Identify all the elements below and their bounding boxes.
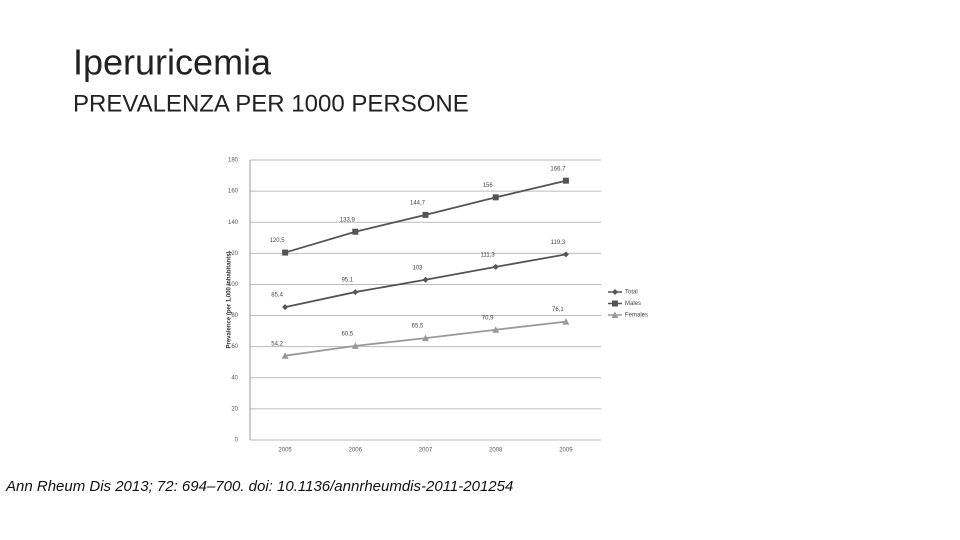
x-tick-label: 2007 bbox=[419, 448, 433, 454]
data-label: 133,9 bbox=[340, 217, 356, 223]
data-label: 70,9 bbox=[482, 315, 494, 321]
data-point bbox=[492, 263, 499, 270]
y-tick-label: 0 bbox=[235, 438, 239, 444]
legend-label: Females bbox=[625, 313, 648, 319]
y-tick-label: 20 bbox=[231, 406, 238, 412]
source-citation: Ann Rheum Dis 2013; 72: 694–700. doi: 10… bbox=[5, 478, 513, 495]
data-label: 95,1 bbox=[341, 278, 353, 284]
data-label: 119,3 bbox=[551, 240, 566, 246]
legend-label: Males bbox=[625, 301, 641, 307]
data-point bbox=[352, 228, 359, 235]
data-point bbox=[562, 177, 569, 184]
legend-marker bbox=[611, 311, 619, 318]
legend-marker bbox=[612, 289, 618, 295]
y-tick-label: 80 bbox=[231, 313, 238, 319]
data-label: 60,5 bbox=[341, 331, 353, 337]
y-tick-label: 120 bbox=[228, 251, 239, 257]
data-label: 54,2 bbox=[271, 341, 283, 347]
data-point bbox=[492, 194, 499, 201]
data-label: 144,7 bbox=[410, 200, 426, 206]
data-point bbox=[422, 276, 429, 283]
y-tick-label: 100 bbox=[228, 282, 239, 288]
slide-title: Iperuricemia bbox=[73, 42, 272, 83]
y-tick-label: 40 bbox=[231, 375, 238, 381]
data-point bbox=[282, 304, 289, 311]
data-point bbox=[422, 334, 429, 342]
x-tick-label: 2008 bbox=[489, 448, 503, 454]
x-tick-label: 2009 bbox=[559, 448, 573, 454]
data-point bbox=[422, 211, 429, 218]
data-label: 65,5 bbox=[412, 324, 424, 330]
data-point bbox=[282, 249, 289, 256]
data-label: 76,1 bbox=[552, 307, 564, 313]
data-point bbox=[562, 251, 569, 258]
data-point bbox=[352, 289, 359, 296]
data-point bbox=[281, 352, 289, 359]
x-tick-label: 2006 bbox=[349, 448, 363, 454]
legend-marker bbox=[612, 300, 618, 307]
data-point bbox=[562, 318, 570, 325]
legend-label: Total bbox=[625, 290, 638, 296]
data-label: 85,4 bbox=[271, 293, 283, 299]
data-point bbox=[492, 326, 500, 333]
data-label: 156 bbox=[483, 183, 494, 189]
x-tick-label: 2005 bbox=[278, 448, 292, 454]
y-tick-label: 160 bbox=[228, 189, 239, 195]
data-label: 103 bbox=[412, 265, 423, 271]
slide-subtitle: PREVALENZA PER 1000 PERSONE bbox=[73, 90, 469, 117]
data-point bbox=[351, 342, 359, 349]
y-tick-label: 180 bbox=[228, 158, 239, 164]
y-tick-label: 140 bbox=[228, 220, 239, 226]
data-label: 111,3 bbox=[481, 252, 496, 258]
y-axis-label: Prevalence (per 1,000 inhabitants) bbox=[227, 251, 233, 348]
y-tick-label: 60 bbox=[231, 344, 238, 350]
data-label: 120,5 bbox=[270, 238, 286, 244]
data-label: 166,7 bbox=[550, 166, 566, 172]
